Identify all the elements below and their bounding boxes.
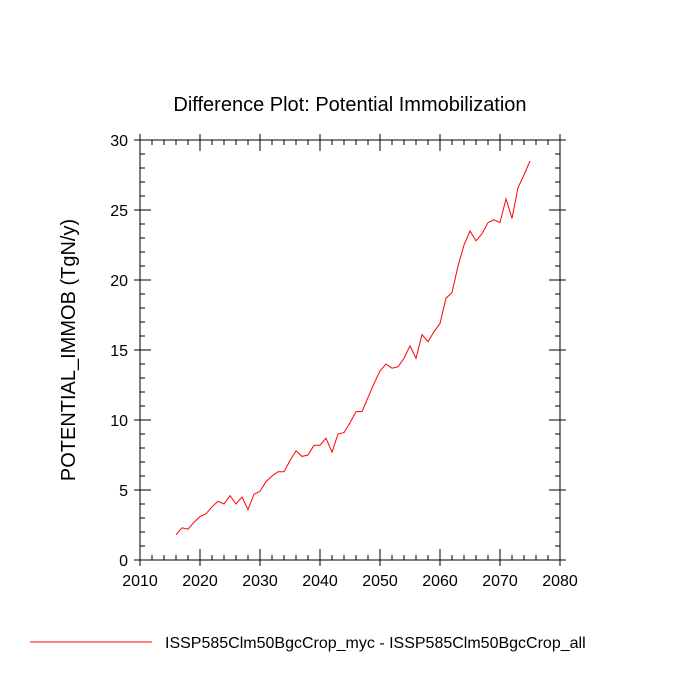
axis-ticks bbox=[134, 134, 566, 566]
y-tick-label: 20 bbox=[110, 273, 128, 290]
series-line bbox=[175, 160, 531, 536]
plot-frame bbox=[139, 139, 561, 561]
series-layer bbox=[175, 160, 531, 536]
x-tick-label: 2040 bbox=[302, 573, 338, 590]
legend: ISSP585Clm50BgcCrop_myc - ISSP585Clm50Bg… bbox=[30, 635, 586, 652]
x-tick-label: 2020 bbox=[182, 573, 218, 590]
x-tick-label: 2060 bbox=[422, 573, 458, 590]
y-tick-label: 0 bbox=[119, 553, 128, 570]
y-tick-label: 25 bbox=[110, 203, 128, 220]
y-tick-label: 5 bbox=[119, 483, 128, 500]
y-axis-label: POTENTIAL_IMMOB (TgN/y) bbox=[58, 219, 80, 481]
axis-tick-labels: 2010 2020 2030 2040 2050 2060 2070 208005101520… bbox=[110, 133, 578, 590]
y-tick-label: 15 bbox=[110, 343, 128, 360]
x-tick-label: 2080 bbox=[542, 573, 578, 590]
x-tick-label: 2050 bbox=[362, 573, 398, 590]
x-tick-label: 2070 bbox=[482, 573, 518, 590]
x-tick-label: 2010 bbox=[122, 573, 158, 590]
legend-label: ISSP585Clm50BgcCrop_myc - ISSP585Clm50Bg… bbox=[165, 635, 586, 652]
chart-title: Difference Plot: Potential Immobilizatio… bbox=[173, 94, 526, 116]
y-tick-label: 10 bbox=[110, 413, 128, 430]
y-tick-label: 30 bbox=[110, 133, 128, 150]
x-tick-label: 2030 bbox=[242, 573, 278, 590]
